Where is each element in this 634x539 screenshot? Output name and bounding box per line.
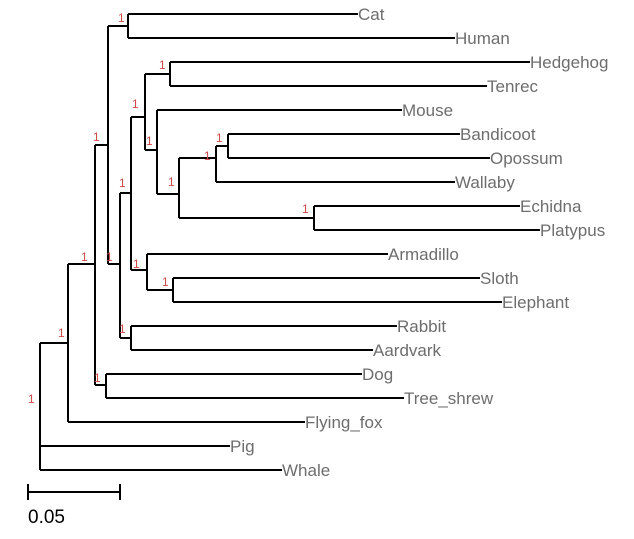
leaf-label-tenrec: Tenrec — [487, 77, 539, 96]
leaf-label-hedgehog: Hedgehog — [530, 53, 608, 72]
support-value: 1 — [119, 322, 126, 336]
leaf-label-pig: Pig — [230, 437, 255, 456]
leaf-label-tree-shrew: Tree_shrew — [404, 389, 494, 408]
tree-branches — [39, 13, 540, 471]
support-value: 1 — [81, 250, 88, 264]
support-value: 1 — [132, 97, 139, 111]
leaf-label-armadillo: Armadillo — [388, 245, 459, 264]
leaf-label-rabbit: Rabbit — [397, 317, 446, 336]
support-value: 1 — [168, 175, 175, 189]
leaf-label-bandicoot: Bandicoot — [460, 125, 536, 144]
support-value: 1 — [119, 176, 126, 190]
support-value: 1 — [93, 130, 100, 144]
leaf-labels: Cat Human Hedgehog Tenrec Mouse Bandicoo… — [230, 5, 608, 480]
leaf-label-platypus: Platypus — [540, 221, 605, 240]
support-value: 1 — [162, 275, 169, 289]
support-value: 1 — [302, 202, 309, 216]
leaf-label-human: Human — [455, 29, 510, 48]
leaf-label-aardvark: Aardvark — [373, 341, 442, 360]
leaf-label-mouse: Mouse — [402, 101, 453, 120]
support-value: 1 — [146, 134, 153, 148]
support-value: 1 — [216, 131, 223, 145]
leaf-label-opossum: Opossum — [490, 149, 563, 168]
support-value: 1 — [58, 326, 65, 340]
support-value: 1 — [28, 392, 35, 406]
support-value: 1 — [118, 11, 125, 25]
leaf-label-whale: Whale — [282, 461, 330, 480]
leaf-label-cat: Cat — [358, 5, 385, 24]
support-value: 1 — [94, 371, 101, 385]
leaf-label-flying-fox: Flying_fox — [305, 413, 383, 432]
support-value: 1 — [204, 149, 211, 163]
scale-bar: 0.05 — [27, 484, 121, 528]
support-value: 1 — [133, 257, 140, 271]
support-values: 1 1 1 1 1 1 1 1 1 1 1 1 1 1 1 1 1 1 — [28, 11, 309, 406]
leaf-label-echidna: Echidna — [520, 197, 582, 216]
support-value: 1 — [159, 58, 166, 72]
leaf-label-wallaby: Wallaby — [455, 173, 515, 192]
leaf-label-dog: Dog — [362, 365, 393, 384]
support-value: 1 — [106, 250, 113, 264]
leaf-label-elephant: Elephant — [502, 293, 569, 312]
scale-bar-label: 0.05 — [28, 507, 65, 528]
leaf-label-sloth: Sloth — [480, 269, 519, 288]
